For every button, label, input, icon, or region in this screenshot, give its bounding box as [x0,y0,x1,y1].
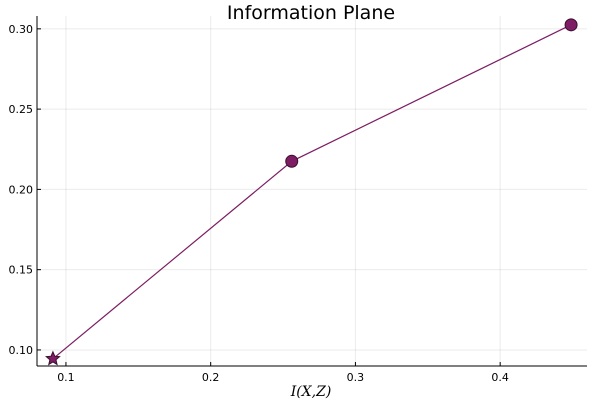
y-tick-label: 0.10 [9,344,34,357]
series-layer [45,18,578,366]
y-tick-label: 0.30 [9,23,34,36]
x-tick-label: 0.3 [347,371,365,384]
y-tick-label: 0.25 [9,103,34,116]
data-point-star [45,350,61,366]
grid-layer [37,16,587,366]
data-point [285,154,299,168]
x-axis-label-text: I(X,Z) [290,384,332,400]
x-axis-label: I(X,Z) [290,384,332,400]
y-tick-label: 0.20 [9,183,34,196]
series-line [52,24,572,360]
x-tick-label: 0.2 [202,371,220,384]
tick-labels: 0.1 0.2 0.3 0.4 0.10 0.15 0.20 0.25 0.30 [9,23,509,384]
axes-layer [36,16,587,367]
y-tick-label: 0.15 [9,264,34,277]
x-tick-label: 0.4 [491,371,509,384]
x-tick-label: 0.1 [57,371,75,384]
data-point [564,18,578,32]
chart-title: Information Plane [227,2,395,24]
